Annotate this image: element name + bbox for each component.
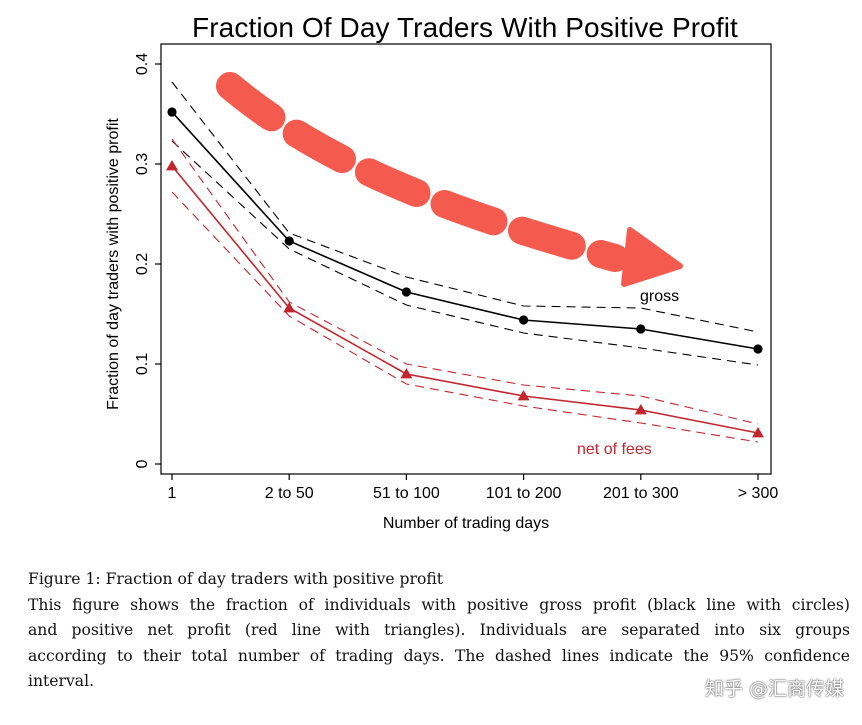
plot-frame <box>160 43 772 475</box>
x-axis-title: Number of trading days <box>383 515 549 532</box>
figure-caption: Figure 1: Fraction of day traders with p… <box>28 567 850 695</box>
data-point-triangle <box>517 390 530 401</box>
data-point-circle <box>753 344 763 354</box>
arrow-dashed-body <box>216 72 629 272</box>
caption-body-line-4: interval. <box>28 672 95 690</box>
series-1 <box>166 138 764 443</box>
data-point-triangle <box>166 160 178 171</box>
chart-title: Fraction Of Day Traders With Positive Pr… <box>192 12 738 43</box>
data-point-triangle <box>752 427 764 438</box>
line-chart: 0 0.1 0.2 0.3 0.4 1 2 to 50 51 to 100 101 to 200… <box>105 43 778 532</box>
y-tick-label: 0 <box>134 459 151 468</box>
data-point-triangle <box>283 302 296 313</box>
x-tick-label: 1 <box>168 485 177 502</box>
caption-figure-line: Figure 1: Fraction of day traders with p… <box>28 570 444 588</box>
data-point-triangle <box>400 368 413 379</box>
data-point-circle <box>167 107 177 117</box>
series-line <box>171 165 759 434</box>
data-point-circle <box>401 287 411 297</box>
data-point-circle <box>284 236 294 246</box>
y-axis-title: Fraction of day traders with positive pr… <box>105 118 122 410</box>
dashed-arrow-annotation <box>216 72 683 287</box>
y-tick-label: 0.4 <box>134 53 151 75</box>
ci-upper-line <box>171 138 759 425</box>
x-tick-label: 101 to 200 <box>486 485 562 502</box>
watermark: 知乎 @汇商传媒 <box>704 678 844 700</box>
x-tick-label: 2 to 50 <box>265 485 314 502</box>
arrow-head <box>621 227 683 287</box>
data-point-circle <box>519 315 529 325</box>
y-tick-label: 0.2 <box>134 253 151 275</box>
ci-upper-line <box>171 81 759 333</box>
data-point-circle <box>636 324 646 334</box>
chart-axes <box>155 43 772 480</box>
ci-lower-line <box>171 191 759 443</box>
caption-body-line-3: according to their total number of tradi… <box>28 646 850 665</box>
series-line <box>171 111 759 350</box>
x-tick-label: 51 to 100 <box>373 485 440 502</box>
series-0 <box>167 81 763 366</box>
series-label-gross: gross <box>640 288 679 305</box>
x-tick-label: > 300 <box>738 485 779 502</box>
chart-series <box>166 81 764 443</box>
data-point-triangle <box>634 404 647 415</box>
x-tick-label: 201 to 300 <box>603 485 679 502</box>
series-label-net-of-fees: net of fees <box>577 441 652 458</box>
ci-lower-line <box>171 140 759 366</box>
y-tick-label: 0.1 <box>134 353 151 375</box>
caption-body-line-2: and positive net profit (red line with t… <box>28 621 850 639</box>
y-tick-label: 0.3 <box>134 153 151 175</box>
chart-labels: 0 0.1 0.2 0.3 0.4 1 2 to 50 51 to 100 101 to 200… <box>105 53 778 532</box>
caption-body-line-1: This figure shows the fraction of indivi… <box>28 595 850 614</box>
